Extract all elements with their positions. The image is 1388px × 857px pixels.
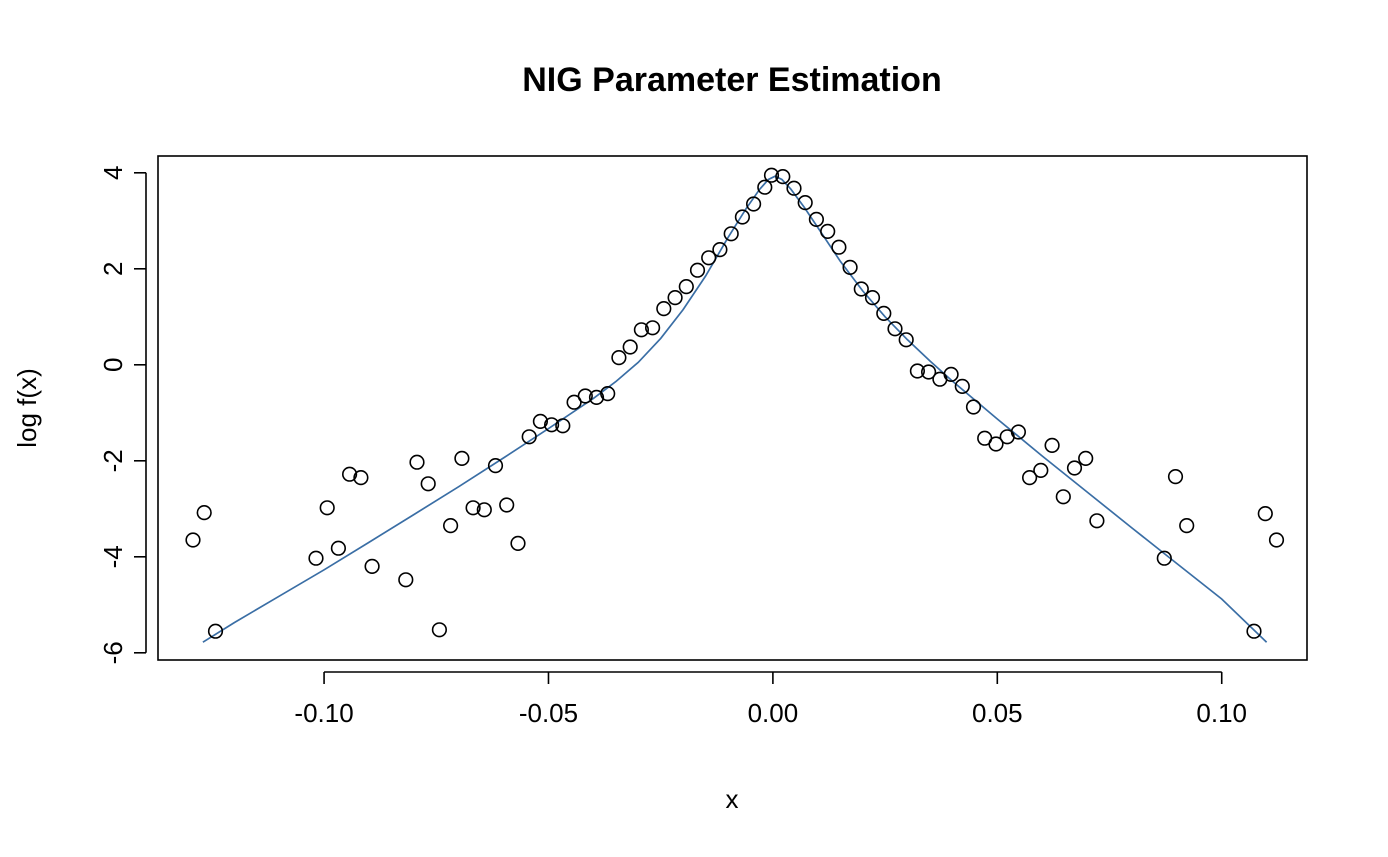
- y-tick-label: -6: [98, 641, 128, 664]
- data-point: [876, 305, 892, 322]
- data-point: [319, 500, 335, 516]
- x-tick-label: 0.10: [1196, 698, 1247, 728]
- y-tick-label: 4: [98, 166, 128, 180]
- data-point: [786, 180, 802, 196]
- data-point: [185, 532, 201, 548]
- data-point: [330, 540, 347, 556]
- data-point: [622, 339, 638, 355]
- plot-box: [157, 155, 1308, 661]
- data-point: [420, 476, 436, 492]
- data-point: [353, 470, 369, 486]
- data-point: [1268, 532, 1285, 548]
- data-point: [510, 535, 526, 552]
- data-point: [887, 321, 903, 337]
- data-point: [566, 394, 582, 410]
- data-point: [443, 517, 459, 534]
- data-point: [1167, 469, 1184, 485]
- data-point: [965, 399, 982, 415]
- data-point: [712, 242, 728, 258]
- x-axis: -0.10 -0.05 0.00 0.05 0.10: [294, 671, 1247, 728]
- data-point: [465, 500, 481, 516]
- x-tick-label: -0.05: [519, 698, 578, 728]
- data-point: [633, 322, 650, 338]
- data-point: [909, 363, 926, 379]
- data-point: [678, 279, 694, 295]
- y-tick-label: -2: [98, 449, 128, 472]
- data-point: [831, 239, 847, 255]
- data-point: [820, 223, 836, 239]
- x-axis-label: x: [726, 784, 739, 814]
- y-axis: -6 -4 -2 0 2 4: [98, 166, 147, 664]
- y-tick-label: -4: [98, 545, 128, 568]
- data-point: [734, 209, 751, 225]
- data-point: [1257, 505, 1273, 522]
- data-point: [532, 413, 549, 430]
- data-point: [1246, 623, 1262, 639]
- data-point: [1179, 517, 1195, 534]
- data-point: [1033, 462, 1049, 479]
- data-point: [577, 388, 593, 404]
- x-tick-label: 0.00: [748, 698, 799, 728]
- x-tick-label: -0.10: [294, 698, 353, 728]
- y-axis-label: log f(x): [12, 368, 42, 447]
- data-point: [1078, 450, 1094, 467]
- fitted-density-line: [202, 175, 1268, 643]
- data-point: [797, 195, 813, 211]
- data-point: [342, 466, 358, 482]
- data-point: [667, 290, 683, 306]
- data-point: [1156, 550, 1172, 566]
- data-point: [920, 364, 937, 380]
- data-point: [864, 290, 881, 306]
- data-point: [308, 550, 324, 566]
- data-point: [1010, 424, 1027, 440]
- data-point: [588, 389, 605, 406]
- data-point: [600, 386, 616, 402]
- data-point: [808, 211, 825, 227]
- data-point: [1021, 470, 1038, 486]
- data-point: [775, 169, 791, 185]
- data-point: [409, 454, 425, 470]
- data-point: [842, 259, 858, 276]
- data-point: [431, 622, 448, 638]
- data-point: [745, 196, 762, 212]
- data-point: [521, 429, 537, 445]
- chart-title: NIG Parameter Estimation: [522, 61, 941, 99]
- data-point: [644, 320, 661, 336]
- data-point: [611, 350, 627, 366]
- data-point: [555, 418, 571, 434]
- data-point: [543, 417, 560, 433]
- data-point: [954, 378, 970, 395]
- data-point: [1055, 489, 1071, 505]
- data-point: [207, 623, 224, 639]
- data-points-layer: [185, 167, 1285, 639]
- data-point: [988, 436, 1004, 452]
- y-tick-label: 0: [98, 358, 128, 372]
- data-point: [656, 301, 672, 317]
- data-point: [943, 366, 959, 383]
- data-point: [1066, 460, 1083, 476]
- data-point: [1089, 513, 1105, 529]
- data-point: [454, 450, 470, 467]
- data-point: [763, 167, 780, 183]
- data-point: [487, 458, 504, 474]
- data-point: [499, 497, 515, 513]
- x-tick-label: 0.05: [972, 698, 1023, 728]
- data-point: [898, 332, 914, 348]
- y-tick-label: 2: [98, 262, 128, 276]
- fitted-curve-layer: [202, 175, 1268, 643]
- data-point: [723, 226, 739, 242]
- data-point: [364, 558, 380, 575]
- data-point: [853, 281, 869, 297]
- data-point: [476, 502, 492, 518]
- data-point: [398, 572, 414, 588]
- data-point: [196, 504, 212, 521]
- data-point: [757, 179, 773, 195]
- data-point: [689, 262, 706, 278]
- data-point: [701, 250, 717, 266]
- data-point: [1044, 437, 1060, 454]
